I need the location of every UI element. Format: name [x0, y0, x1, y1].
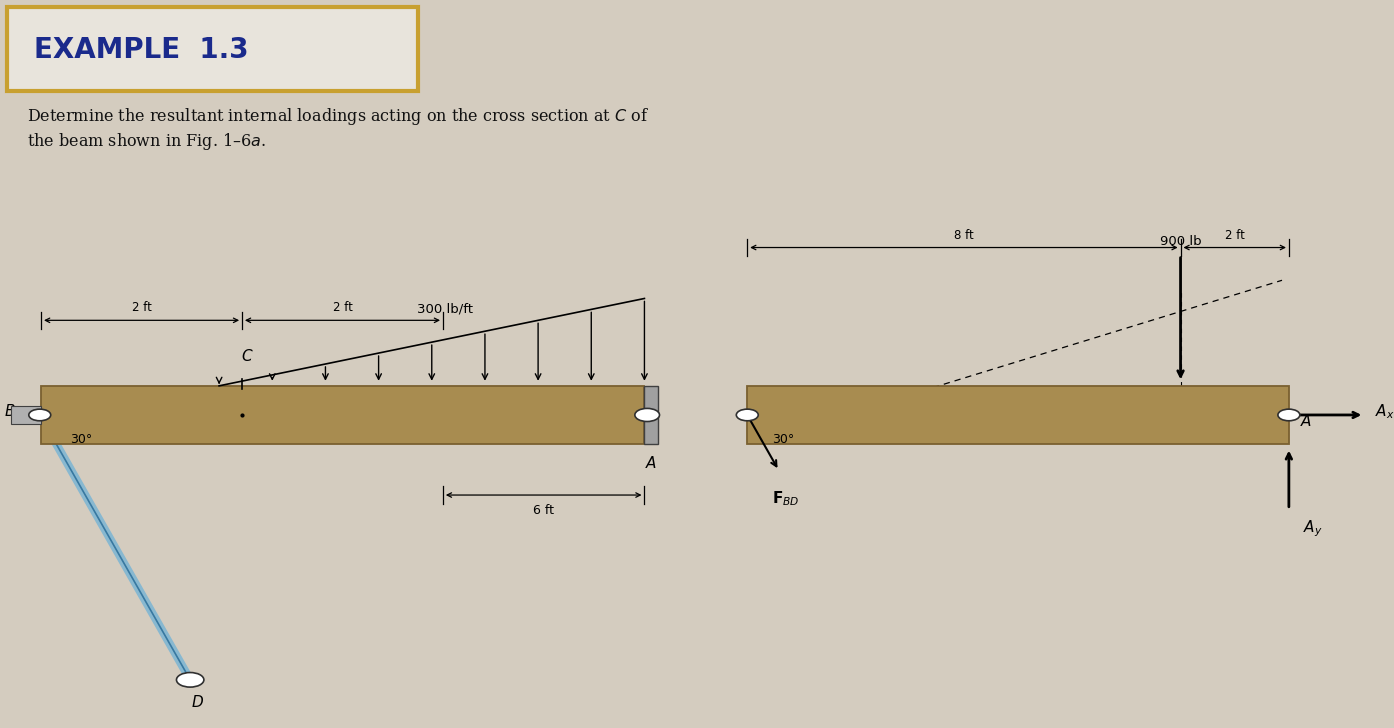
- Text: 900 lb: 900 lb: [1160, 234, 1202, 248]
- Circle shape: [736, 409, 758, 421]
- Text: $A$: $A$: [1299, 413, 1312, 429]
- Text: $D$: $D$: [191, 695, 204, 711]
- Text: EXAMPLE  1.3: EXAMPLE 1.3: [35, 36, 250, 63]
- Circle shape: [634, 408, 659, 422]
- Text: 30°: 30°: [70, 433, 92, 446]
- Text: $A$: $A$: [645, 455, 658, 471]
- Circle shape: [29, 409, 50, 421]
- Bar: [11, 406, 42, 424]
- Text: $A_y$: $A_y$: [1302, 518, 1323, 539]
- FancyBboxPatch shape: [7, 7, 418, 91]
- Text: $\mathbf{F}_{BD}$: $\mathbf{F}_{BD}$: [772, 489, 800, 507]
- Text: 6 ft: 6 ft: [533, 504, 555, 517]
- Text: 2 ft: 2 ft: [333, 301, 353, 314]
- Bar: [644, 386, 658, 444]
- Text: 300 lb/ft: 300 lb/ft: [417, 302, 474, 315]
- Text: 30°: 30°: [772, 433, 795, 446]
- Text: 8 ft: 8 ft: [953, 229, 974, 242]
- Circle shape: [177, 673, 204, 687]
- Circle shape: [1278, 409, 1299, 421]
- Text: $A_x$: $A_x$: [1376, 402, 1394, 421]
- Text: 2 ft: 2 ft: [131, 301, 152, 314]
- Text: Determine the resultant internal loadings acting on the cross section at $C$ of: Determine the resultant internal loading…: [28, 106, 650, 127]
- Text: the beam shown in Fig. 1–6$a$.: the beam shown in Fig. 1–6$a$.: [28, 131, 266, 152]
- Text: 2 ft: 2 ft: [1225, 229, 1245, 242]
- Text: $B$: $B$: [4, 403, 15, 419]
- Text: $C$: $C$: [241, 348, 254, 364]
- Bar: [747, 386, 1289, 444]
- Bar: [42, 386, 644, 444]
